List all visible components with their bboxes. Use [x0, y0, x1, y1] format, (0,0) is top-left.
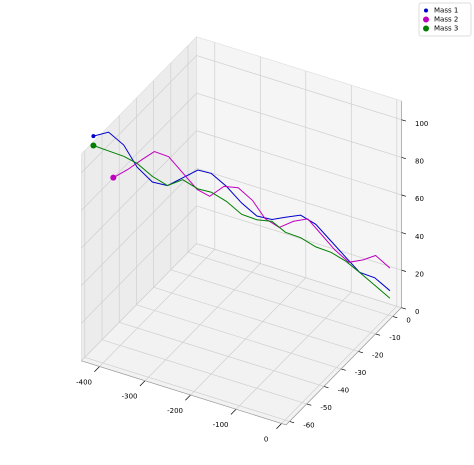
grid-line: [81, 243, 197, 362]
y-tick-label: -20: [372, 352, 383, 360]
tick-mark: [289, 421, 295, 424]
grid-line: [196, 243, 402, 309]
grid-line: [196, 55, 402, 121]
grid-line: [99, 249, 216, 367]
y-tick-label: -60: [303, 422, 314, 430]
x-tick-label: -400: [76, 378, 92, 386]
tick-mark: [139, 380, 146, 387]
z-tick-label: 0: [415, 308, 419, 316]
grid-line: [235, 291, 352, 410]
z-tick-label: 40: [415, 233, 424, 241]
z-tick-label: 60: [415, 195, 424, 203]
x-tick-label: -100: [213, 421, 229, 429]
legend-box: [418, 2, 472, 37]
tick-mark: [401, 156, 407, 160]
start-marker: [110, 174, 117, 181]
start-marker: [90, 142, 97, 149]
x-tick-label: 0: [264, 435, 268, 443]
x-axis: [81, 360, 287, 426]
grid-line: [196, 92, 402, 158]
start-marker: [91, 134, 96, 139]
grid-line: [84, 356, 290, 422]
tick-mark: [341, 368, 346, 371]
grid-line: [196, 205, 402, 271]
y-tick-label: -30: [355, 369, 366, 377]
z-tick-label: 20: [415, 270, 424, 278]
z-tick-label: 100: [415, 120, 428, 128]
grid-line: [190, 277, 307, 396]
tick-mark: [401, 307, 407, 310]
x-tick-label: -200: [167, 407, 183, 415]
tick-mark: [401, 269, 407, 272]
legend-label: Mass 3: [434, 25, 458, 33]
series-line: [113, 150, 391, 269]
tick-mark: [375, 333, 381, 336]
tick-mark: [306, 403, 312, 406]
y-tick-label: -10: [389, 334, 400, 342]
grid-line: [196, 130, 402, 196]
tick-mark: [401, 194, 407, 197]
legend-label: Mass 2: [434, 16, 458, 24]
grid-line: [187, 251, 393, 317]
grid-line: [196, 168, 402, 233]
grid-line: [101, 339, 307, 405]
grid-line: [81, 92, 197, 211]
z-tick-label: 80: [415, 158, 424, 166]
x-tick-label: -300: [122, 393, 138, 401]
tick-mark: [185, 394, 191, 401]
tick-mark: [94, 366, 100, 372]
grid-line: [144, 263, 261, 381]
tick-mark: [401, 232, 407, 235]
grid-line: [81, 55, 197, 174]
legend-label: Mass 1: [434, 7, 458, 15]
grid-line: [119, 321, 325, 387]
y-tick-label: 0: [406, 317, 410, 325]
legend-marker: [423, 25, 429, 32]
tick-mark: [392, 316, 398, 319]
grid-line: [170, 269, 376, 335]
grid-line: [81, 168, 197, 286]
grid-line: [81, 130, 197, 249]
grid-line: [281, 306, 398, 424]
grid-line: [153, 286, 359, 352]
legend-marker: [423, 16, 429, 23]
series-line: [93, 145, 391, 299]
legend-marker: [424, 8, 428, 13]
tick-mark: [323, 386, 329, 389]
grid-line: [136, 304, 342, 370]
tick-mark: [230, 409, 237, 415]
grid-line: [81, 205, 197, 324]
y-axis: [285, 307, 402, 426]
series-line: [93, 131, 391, 292]
y-tick-label: -40: [338, 387, 349, 395]
tick-mark: [401, 119, 407, 122]
tick-mark: [276, 423, 282, 429]
y-tick-label: -50: [320, 404, 331, 412]
tick-mark: [358, 351, 364, 354]
